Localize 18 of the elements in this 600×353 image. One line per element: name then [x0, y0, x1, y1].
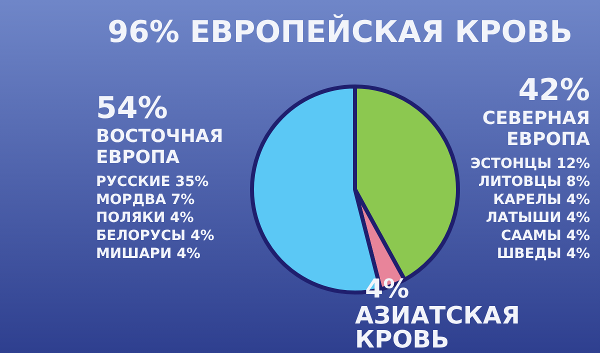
text: МОРДВА 7% — [96, 192, 195, 208]
data-label: 42% — [518, 73, 590, 108]
text: ПОЛЯКИ 4% — [96, 210, 194, 226]
slice-label: ВОСТОЧНАЯ ЕВРОПА — [96, 126, 224, 168]
chart-title: 96% ЕВРОПЕЙСКАЯ КРОВЬ — [108, 14, 572, 50]
text: МИШАРИ 4% — [96, 246, 200, 262]
text: ШВЕДЫ 4% — [496, 246, 590, 262]
text: ЛАТЫШИ 4% — [486, 210, 590, 226]
data-label: 54% — [96, 91, 168, 126]
slice-label: АЗИАТСКАЯ КРОВЬ — [355, 302, 520, 353]
text: ЛИТОВЦЫ 8% — [478, 174, 590, 190]
text: РУССКИЕ 35% — [96, 174, 209, 190]
text: БЕЛОРУСЫ 4% — [96, 228, 214, 244]
text: КАРЕЛЫ 4% — [493, 192, 590, 208]
text: ЭСТОНЦЫ 12% — [470, 156, 590, 172]
slice-label: СЕВЕРНАЯ ЕВРОПА — [482, 108, 590, 150]
text: СААМЫ 4% — [500, 228, 590, 244]
data-label: 4% — [365, 274, 410, 304]
